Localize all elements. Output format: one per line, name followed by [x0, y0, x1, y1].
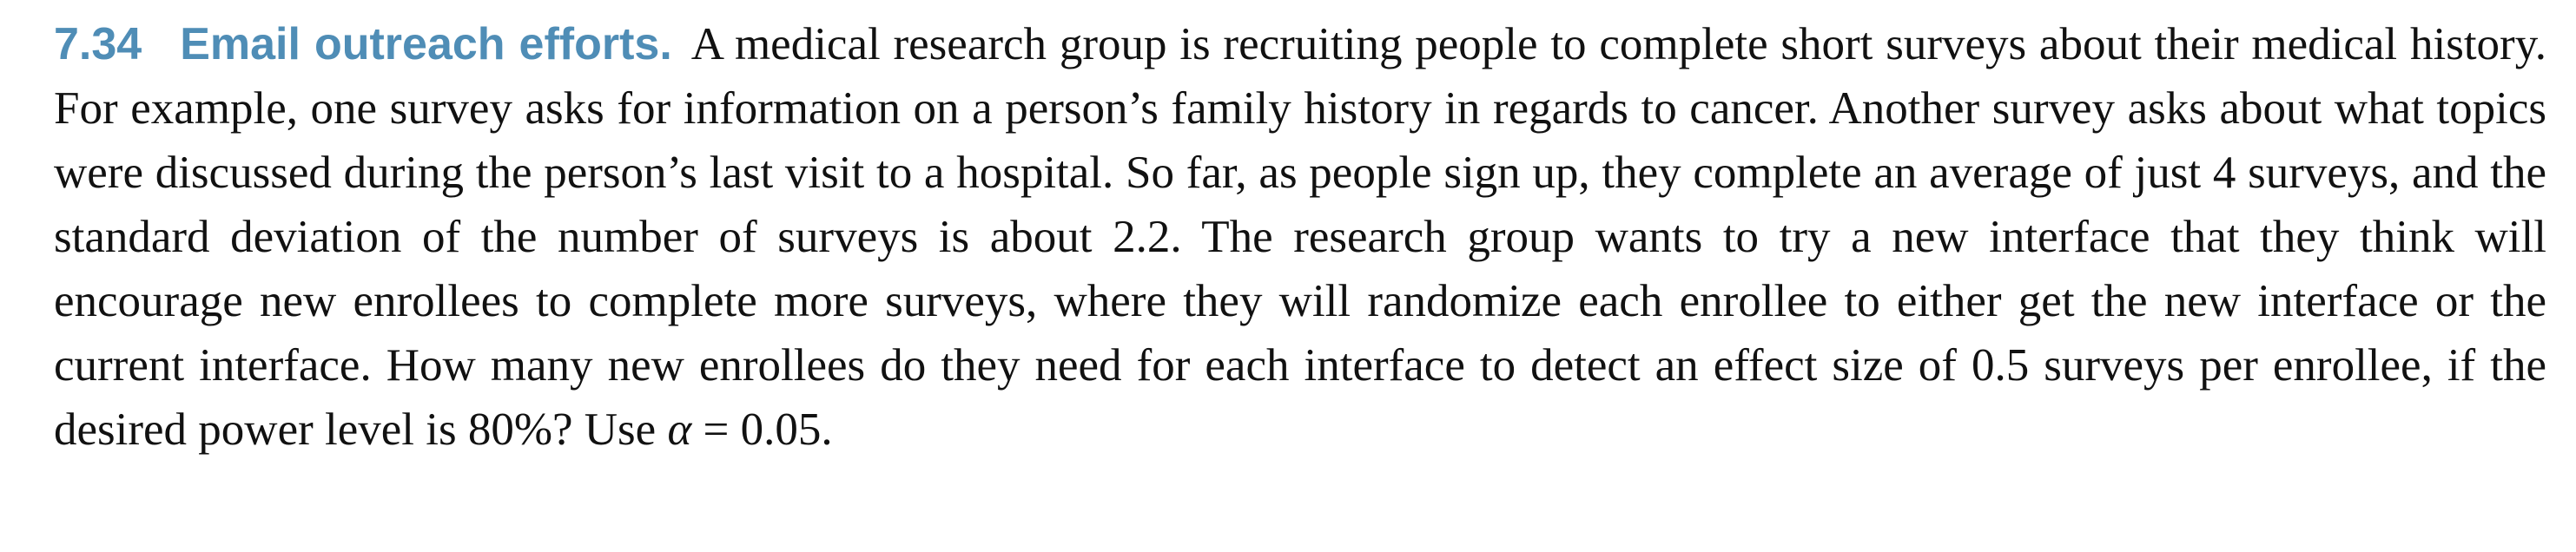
alpha-value: = 0.05. [691, 404, 833, 455]
alpha-symbol: α [667, 404, 692, 455]
exercise-title: Email outreach efforts. [180, 19, 672, 69]
exercise-paragraph: 7.34 Email outreach efforts. A medical res… [54, 12, 2546, 462]
exercise-number: 7.34 [54, 19, 142, 69]
exercise-body: A medical research group is recruiting p… [54, 19, 2546, 455]
